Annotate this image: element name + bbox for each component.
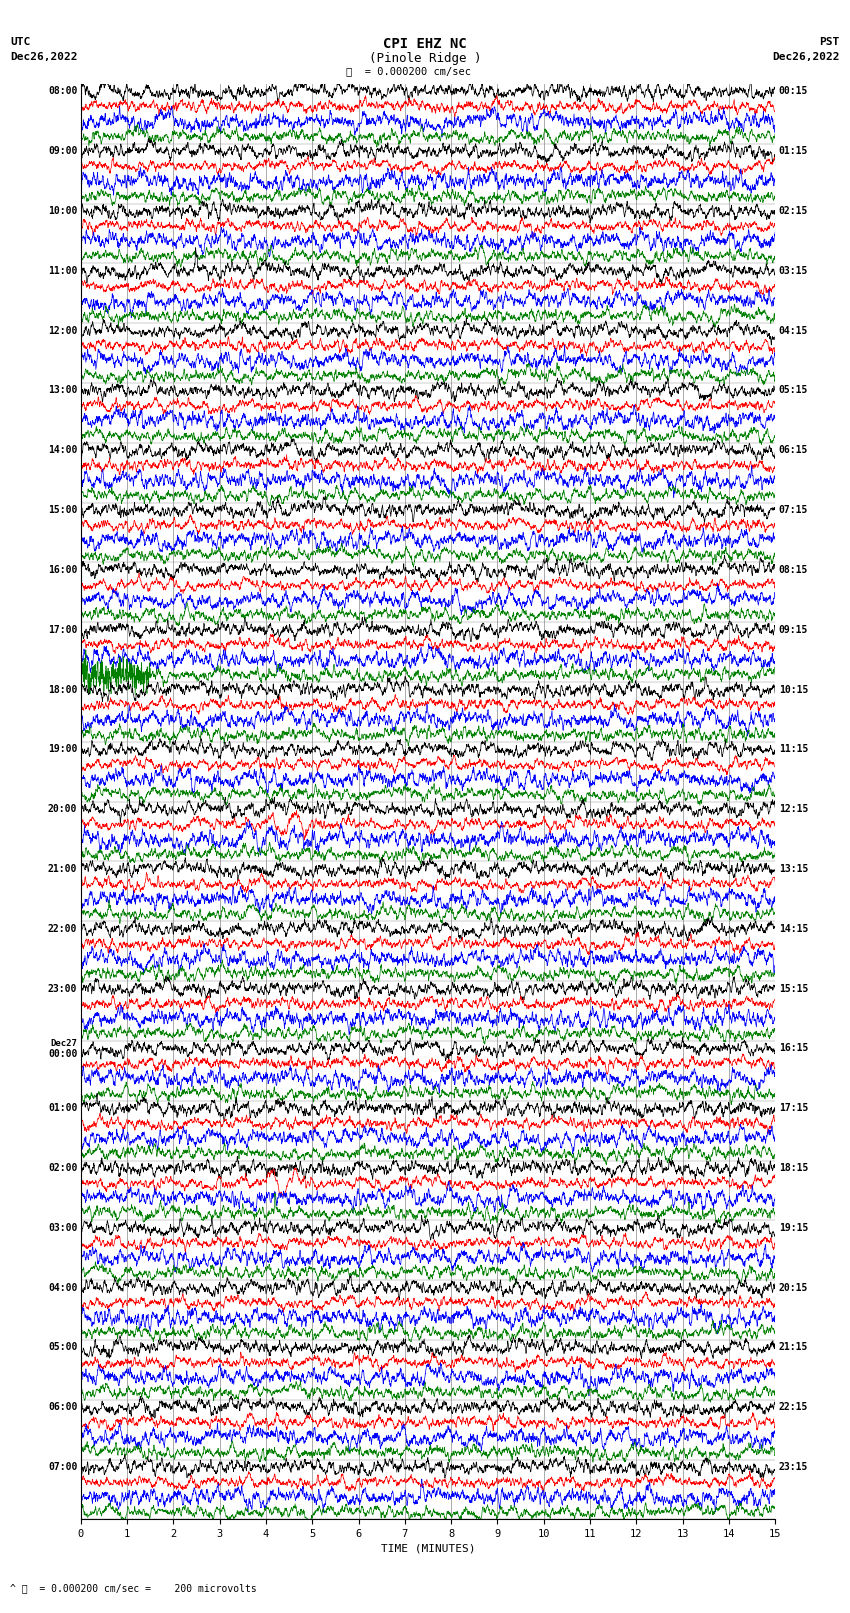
Text: 04:00: 04:00 [48,1282,77,1292]
Text: 11:00: 11:00 [48,266,77,276]
Text: 13:15: 13:15 [779,865,808,874]
Text: 08:00: 08:00 [48,87,77,97]
Text: 18:15: 18:15 [779,1163,808,1173]
Text: ^ ⎸  = 0.000200 cm/sec =    200 microvolts: ^ ⎸ = 0.000200 cm/sec = 200 microvolts [10,1584,257,1594]
Text: 04:15: 04:15 [779,326,808,336]
Text: 02:15: 02:15 [779,206,808,216]
Text: UTC: UTC [10,37,31,47]
Text: 01:00: 01:00 [48,1103,77,1113]
Text: 12:00: 12:00 [48,326,77,336]
Text: 18:00: 18:00 [48,684,77,695]
Text: 05:00: 05:00 [48,1342,77,1352]
Text: CPI EHZ NC: CPI EHZ NC [383,37,467,52]
Text: ⎸  = 0.000200 cm/sec: ⎸ = 0.000200 cm/sec [345,66,471,76]
Text: 16:00: 16:00 [48,565,77,574]
Text: 02:00: 02:00 [48,1163,77,1173]
Text: 19:00: 19:00 [48,744,77,755]
Text: 15:00: 15:00 [48,505,77,515]
Text: 14:15: 14:15 [779,924,808,934]
Text: 22:15: 22:15 [779,1402,808,1413]
Text: 17:15: 17:15 [779,1103,808,1113]
Text: 15:15: 15:15 [779,984,808,994]
Text: 23:00: 23:00 [48,984,77,994]
Text: Dec26,2022: Dec26,2022 [773,52,840,61]
X-axis label: TIME (MINUTES): TIME (MINUTES) [381,1544,475,1553]
Text: 09:15: 09:15 [779,624,808,634]
Text: 16:15: 16:15 [779,1044,808,1053]
Text: 10:15: 10:15 [779,684,808,695]
Text: 22:00: 22:00 [48,924,77,934]
Text: (Pinole Ridge ): (Pinole Ridge ) [369,52,481,65]
Text: 10:00: 10:00 [48,206,77,216]
Text: 03:15: 03:15 [779,266,808,276]
Text: 11:15: 11:15 [779,744,808,755]
Text: 13:00: 13:00 [48,386,77,395]
Text: 23:15: 23:15 [779,1461,808,1473]
Text: 00:15: 00:15 [779,87,808,97]
Text: 09:00: 09:00 [48,147,77,156]
Text: Dec26,2022: Dec26,2022 [10,52,77,61]
Text: 05:15: 05:15 [779,386,808,395]
Text: 06:15: 06:15 [779,445,808,455]
Text: 21:15: 21:15 [779,1342,808,1352]
Text: 07:15: 07:15 [779,505,808,515]
Text: 06:00: 06:00 [48,1402,77,1413]
Text: 00:00: 00:00 [48,1048,77,1058]
Text: 08:15: 08:15 [779,565,808,574]
Text: 12:15: 12:15 [779,805,808,815]
Text: 20:15: 20:15 [779,1282,808,1292]
Text: 19:15: 19:15 [779,1223,808,1232]
Text: 21:00: 21:00 [48,865,77,874]
Text: 07:00: 07:00 [48,1461,77,1473]
Text: 01:15: 01:15 [779,147,808,156]
Text: PST: PST [819,37,840,47]
Text: Dec27: Dec27 [50,1039,77,1048]
Text: 14:00: 14:00 [48,445,77,455]
Text: 03:00: 03:00 [48,1223,77,1232]
Text: 17:00: 17:00 [48,624,77,634]
Text: 20:00: 20:00 [48,805,77,815]
